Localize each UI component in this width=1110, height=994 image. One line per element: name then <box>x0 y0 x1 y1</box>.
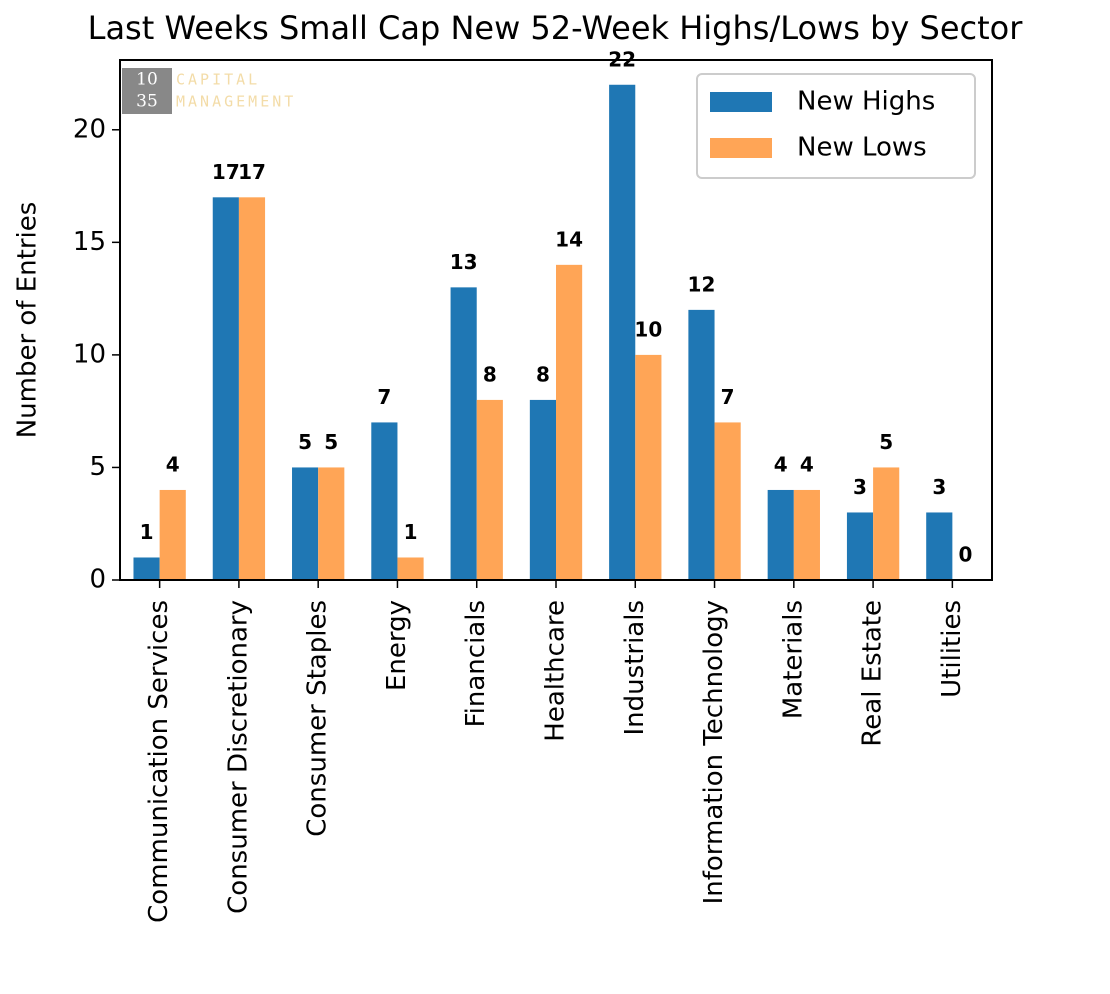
data-label: 4 <box>800 452 814 476</box>
x-tick-label: Consumer Staples <box>303 600 333 837</box>
y-tick-label: 5 <box>89 452 106 482</box>
x-tick-label: Utilities <box>937 600 967 698</box>
bar <box>318 467 345 580</box>
bar <box>556 264 583 580</box>
bar <box>450 287 477 580</box>
x-tick-label: Communication Services <box>144 600 174 923</box>
legend: New Highs New Lows <box>696 73 976 179</box>
data-label: 3 <box>932 475 946 499</box>
data-label: 0 <box>958 543 972 567</box>
x-tick-label: Information Technology <box>699 600 729 904</box>
x-tick-label: Consumer Discretionary <box>223 600 253 914</box>
y-tick-label: 10 <box>73 339 106 369</box>
logo-text: CAPITAL <box>176 71 260 89</box>
y-axis-label: Number of Entries <box>13 202 43 439</box>
bar <box>767 489 794 580</box>
data-label: 17 <box>212 160 240 184</box>
logo-number: 10 <box>136 70 158 90</box>
data-label: 4 <box>166 452 180 476</box>
data-label: 10 <box>634 317 662 341</box>
bar <box>212 197 239 580</box>
logo-box <box>122 68 172 114</box>
legend-swatch <box>710 92 772 112</box>
data-label: 1 <box>140 520 154 544</box>
bar <box>292 467 319 580</box>
plot-frame <box>119 59 993 581</box>
x-tick-label: Real Estate <box>858 600 888 747</box>
x-tick-label: Industrials <box>620 600 650 735</box>
bar <box>238 197 266 580</box>
data-label: 13 <box>450 250 478 274</box>
data-label: 8 <box>536 362 550 386</box>
bar <box>635 354 662 580</box>
data-label: 7 <box>377 385 391 409</box>
bar <box>133 557 160 580</box>
data-label: 5 <box>879 430 893 454</box>
bar <box>846 512 874 580</box>
y-tick-label: 15 <box>73 227 106 257</box>
data-label: 12 <box>688 272 716 296</box>
data-label: 3 <box>853 475 867 499</box>
data-label: 5 <box>298 430 312 454</box>
x-tick-label: Healthcare <box>541 600 571 742</box>
bar <box>159 489 186 580</box>
bar <box>926 512 953 580</box>
logo-number: 35 <box>136 92 158 112</box>
bar <box>397 557 424 580</box>
bar <box>714 422 741 580</box>
data-label: 1 <box>404 520 418 544</box>
bar <box>609 84 636 580</box>
bar <box>476 399 503 580</box>
logo: 10 35 CAPITAL MANAGEMENT <box>122 68 296 114</box>
data-label: 8 <box>483 362 497 386</box>
data-label: 14 <box>555 227 583 251</box>
x-tick-label: Energy <box>382 600 412 691</box>
y-tick-label: 20 <box>73 114 106 144</box>
x-tick-label: Financials <box>461 600 491 727</box>
bar <box>873 467 900 580</box>
bar <box>371 422 398 580</box>
bar <box>688 309 715 580</box>
data-label: 4 <box>774 452 788 476</box>
x-tick-label: Materials <box>778 600 808 719</box>
bar <box>529 399 556 580</box>
bar <box>793 489 820 580</box>
legend-label: New Highs <box>797 87 935 117</box>
data-label: 7 <box>721 385 735 409</box>
legend-swatch <box>710 138 772 158</box>
data-label: 5 <box>324 430 338 454</box>
legend-label: New Lows <box>797 133 927 163</box>
y-tick-label: 0 <box>89 565 106 595</box>
data-label: 17 <box>238 160 266 184</box>
logo-text: MANAGEMENT <box>176 93 296 111</box>
chart-title: Last Weeks Small Cap New 52-Week Highs/L… <box>88 9 1024 47</box>
